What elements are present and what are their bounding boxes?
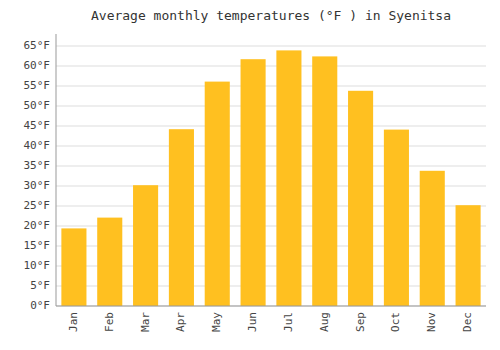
- x-tick-label: May: [210, 312, 223, 332]
- x-tick-label: Nov: [425, 312, 438, 332]
- chart-title: Average monthly temperatures (°F ) in Sy…: [91, 8, 451, 23]
- x-tick-label: Feb: [103, 312, 116, 332]
- y-tick-label: 15°F: [24, 239, 51, 252]
- bar: [312, 56, 337, 306]
- bar: [384, 130, 409, 306]
- x-tick-label: Jul: [282, 312, 295, 332]
- y-tick-label: 45°F: [24, 119, 51, 132]
- y-tick-label: 30°F: [24, 179, 51, 192]
- bar: [241, 59, 266, 306]
- x-axis-line: [56, 306, 486, 307]
- y-tick-label: 10°F: [24, 259, 51, 272]
- y-tick-label: 0°F: [30, 299, 50, 312]
- y-tick-label: 35°F: [24, 159, 51, 172]
- bar: [276, 50, 301, 306]
- y-tick-label: 55°F: [24, 79, 51, 92]
- y-tick-label: 40°F: [24, 139, 51, 152]
- grid-line: [56, 146, 486, 147]
- grid-line: [56, 46, 486, 47]
- y-tick-labels: 0°F 5°F 10°F 15°F 20°F 25°F 30°F 35°F 40°F 45°F 50…: [24, 39, 51, 312]
- grid-line: [56, 166, 486, 167]
- grid-line: [56, 106, 486, 107]
- y-tick-label: 65°F: [24, 39, 51, 52]
- x-tick-label: Jun: [246, 312, 259, 332]
- chart-container: Average monthly temperatures (°F ) in Sy…: [0, 0, 500, 350]
- chart-svg: Average monthly temperatures (°F ) in Sy…: [0, 0, 500, 350]
- bar: [348, 91, 373, 306]
- bar: [97, 218, 122, 306]
- bar: [61, 228, 86, 306]
- grid-line: [56, 86, 486, 87]
- y-tick-label: 5°F: [30, 279, 50, 292]
- bar: [169, 129, 194, 306]
- x-tick-label: Apr: [174, 312, 187, 332]
- x-tick-label: Aug: [318, 312, 331, 332]
- bar: [205, 82, 230, 306]
- x-tick-label: Mar: [139, 312, 152, 332]
- grid: [56, 46, 486, 306]
- x-tick-label: Oct: [389, 312, 402, 332]
- x-tick-label: Sep: [354, 312, 367, 332]
- bar: [456, 205, 481, 306]
- grid-line: [56, 126, 486, 127]
- x-tick-label: Jan: [67, 312, 80, 332]
- x-tick-labels: Jan Feb Mar Apr May Jun Jul Aug Sep Oct Nov Dec: [67, 312, 474, 332]
- y-tick-label: 20°F: [24, 219, 51, 232]
- y-tick-label: 60°F: [24, 59, 51, 72]
- x-tick-label: Dec: [461, 312, 474, 332]
- y-tick-label: 25°F: [24, 199, 51, 212]
- bar: [420, 171, 445, 306]
- y-tick-label: 50°F: [24, 99, 51, 112]
- bars: [61, 50, 480, 306]
- grid-line: [56, 306, 486, 307]
- bar: [133, 185, 158, 306]
- grid-line: [56, 66, 486, 67]
- y-axis-line: [56, 34, 57, 306]
